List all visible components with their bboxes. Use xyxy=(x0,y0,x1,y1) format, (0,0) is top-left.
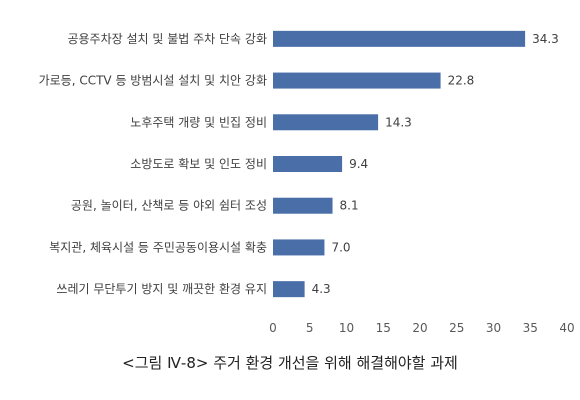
x-tick-label: 30 xyxy=(486,321,501,335)
x-tick-label: 15 xyxy=(376,321,391,335)
value-label: 14.3 xyxy=(385,115,412,129)
category-label: 가로등, CCTV 등 방범시설 설치 및 치안 강화 xyxy=(39,74,267,88)
bars xyxy=(273,30,526,298)
bar xyxy=(273,156,343,172)
category-label: 소방도로 확보 및 인도 정비 xyxy=(130,157,267,171)
x-tick-label: 20 xyxy=(412,321,427,335)
x-tick-label: 35 xyxy=(523,321,538,335)
category-label: 노후주택 개량 및 빈집 정비 xyxy=(130,115,267,129)
x-tick-label: 40 xyxy=(559,321,574,335)
value-label: 4.3 xyxy=(312,282,331,296)
category-label: 복지관, 체육시설 등 주민공동이용시설 확충 xyxy=(49,240,267,254)
category-label: 공원, 놀이터, 산책로 등 야외 쉼터 조성 xyxy=(71,198,267,213)
category-label: 쓰레기 무단투기 방지 및 깨끗한 환경 유지 xyxy=(56,282,267,296)
x-tick-label: 5 xyxy=(306,321,314,335)
x-tick-label: 10 xyxy=(339,321,354,335)
value-label: 7.0 xyxy=(331,240,350,254)
x-tick-label: 25 xyxy=(449,321,464,335)
bar xyxy=(273,30,526,47)
value-labels: 34.3 22.8 14.3 9.4 8.1 7.0 4.3 xyxy=(312,32,559,296)
value-label: 9.4 xyxy=(349,157,368,171)
category-label: 공용주차장 설치 및 불법 주차 단속 강화 xyxy=(67,32,267,46)
value-label: 8.1 xyxy=(340,199,359,213)
value-label: 22.8 xyxy=(448,74,475,88)
bar xyxy=(273,114,379,131)
x-axis-ticks: 0 5 10 15 20 25 30 35 40 xyxy=(269,321,574,335)
figure-caption: <그림 Ⅳ-8> 주거 환경 개선을 위해 해결해야할 과제 xyxy=(122,354,458,372)
bar xyxy=(273,239,325,256)
bar xyxy=(273,197,333,214)
x-tick-label: 0 xyxy=(269,321,277,335)
bar xyxy=(273,72,441,89)
bar xyxy=(273,281,305,298)
value-label: 34.3 xyxy=(532,32,559,46)
